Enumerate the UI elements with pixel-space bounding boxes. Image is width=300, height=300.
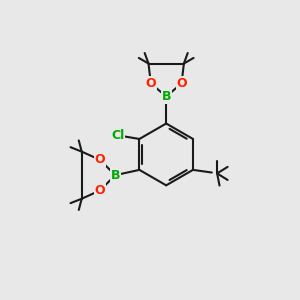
Text: Cl: Cl [112, 129, 125, 142]
Text: O: O [95, 153, 105, 167]
Text: O: O [146, 77, 156, 90]
Text: B: B [161, 90, 171, 103]
Text: B: B [110, 169, 120, 182]
Text: O: O [176, 77, 187, 90]
Text: O: O [95, 184, 105, 197]
